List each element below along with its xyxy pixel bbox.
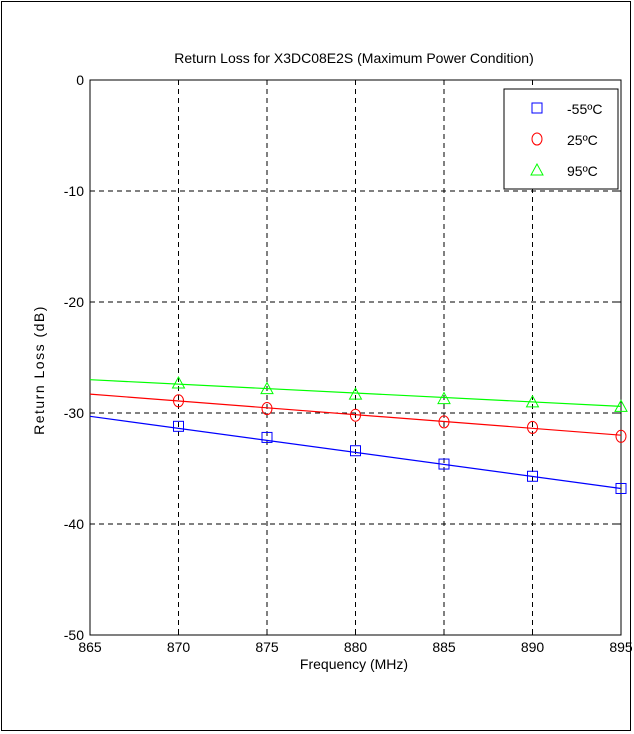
series-line xyxy=(89,415,622,490)
data-point xyxy=(173,394,184,408)
legend-label: 25ºC xyxy=(567,132,598,148)
data-point xyxy=(614,399,628,412)
data-point xyxy=(171,375,186,389)
x-tick-label: 870 xyxy=(167,639,191,655)
legend-marker xyxy=(530,162,544,176)
legend-marker xyxy=(531,132,543,146)
chart-title: Return Loss for X3DC08E2S (Maximum Power… xyxy=(174,50,533,66)
data-point xyxy=(350,445,361,457)
x-tick-label: 865 xyxy=(78,639,102,655)
data-point xyxy=(261,402,273,416)
data-point xyxy=(350,408,361,422)
x-tick-label: 885 xyxy=(432,639,456,655)
y-tick-label: 0 xyxy=(76,72,84,88)
series-3 xyxy=(89,375,628,412)
series-2 xyxy=(89,393,627,443)
x-axis-label: Frequency (MHz) xyxy=(300,656,408,672)
y-tick-label: -40 xyxy=(64,516,84,532)
legend-marker xyxy=(531,102,543,114)
x-tick-label: 890 xyxy=(521,639,545,655)
legend-box xyxy=(503,88,619,190)
x-tick-label: 895 xyxy=(609,639,632,655)
data-point xyxy=(527,420,538,434)
y-tick-label: -10 xyxy=(64,183,84,199)
data-point xyxy=(438,458,450,470)
data-point xyxy=(348,387,363,400)
x-tick-label: 880 xyxy=(344,639,368,655)
data-point xyxy=(261,431,273,443)
y-tick-label: -30 xyxy=(64,405,84,421)
y-tick-label: -20 xyxy=(64,294,84,310)
y-axis-label: Return Loss (dB) xyxy=(31,305,47,435)
y-tick-label: -50 xyxy=(64,627,84,643)
data-point xyxy=(438,415,450,429)
data-point xyxy=(173,420,184,432)
legend-label: -55ºC xyxy=(567,101,602,117)
series-1 xyxy=(89,415,627,494)
x-tick-label: 875 xyxy=(255,639,279,655)
series-line xyxy=(89,393,622,436)
data-point xyxy=(615,429,627,443)
data-point xyxy=(437,391,451,405)
data-point xyxy=(260,381,274,395)
legend-label: 95ºC xyxy=(567,163,598,179)
data-point xyxy=(527,470,538,482)
plot-area: 865 870 875 880 885 890 895 0 -10 -20 -30 -40 -50 -55… xyxy=(64,72,632,655)
data-point xyxy=(525,394,540,408)
legend: -55ºC 25ºC 95ºC xyxy=(503,88,619,190)
series-line xyxy=(89,379,622,407)
data-point xyxy=(615,482,627,494)
